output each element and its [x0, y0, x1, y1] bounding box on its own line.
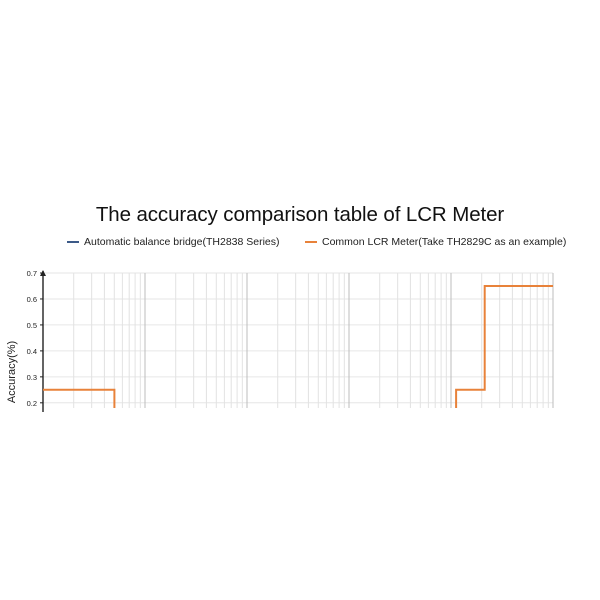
y-tick-label: 0.4: [27, 347, 37, 356]
plot-area: 0.7 0.6 0.5 0.4 0.3 0.2: [27, 269, 554, 412]
series-layer: [43, 285, 553, 408]
y-tick-label: 0.3: [27, 373, 37, 382]
y-tick-label: 0.7: [27, 269, 37, 278]
legend-label: Common LCR Meter(Take TH2829C as an exam…: [322, 236, 567, 248]
grid-major: [144, 273, 554, 408]
y-tick-label: 0.2: [27, 399, 37, 408]
chart-title: The accuracy comparison table of LCR Met…: [95, 203, 505, 226]
y-axis: 0.7 0.6 0.5 0.4 0.3 0.2: [27, 269, 46, 412]
legend-swatch-orange: [305, 241, 317, 243]
series-line-2: [43, 388, 116, 408]
series-line-2: [455, 285, 553, 408]
legend-item-automatic-balance-bridge: Automatic balance bridge(TH2838 Series): [67, 236, 280, 248]
y-tick-label: 0.6: [27, 295, 37, 304]
chart-legend: Automatic balance bridge(TH2838 Series) …: [0, 236, 600, 250]
legend-item-common-lcr-meter: Common LCR Meter(Take TH2829C as an exam…: [305, 236, 566, 248]
y-tick-label: 0.5: [27, 321, 37, 330]
legend-label: Automatic balance bridge(TH2838 Series): [84, 236, 280, 248]
legend-swatch-blue: [67, 241, 79, 243]
grid-minor: [43, 272, 553, 408]
